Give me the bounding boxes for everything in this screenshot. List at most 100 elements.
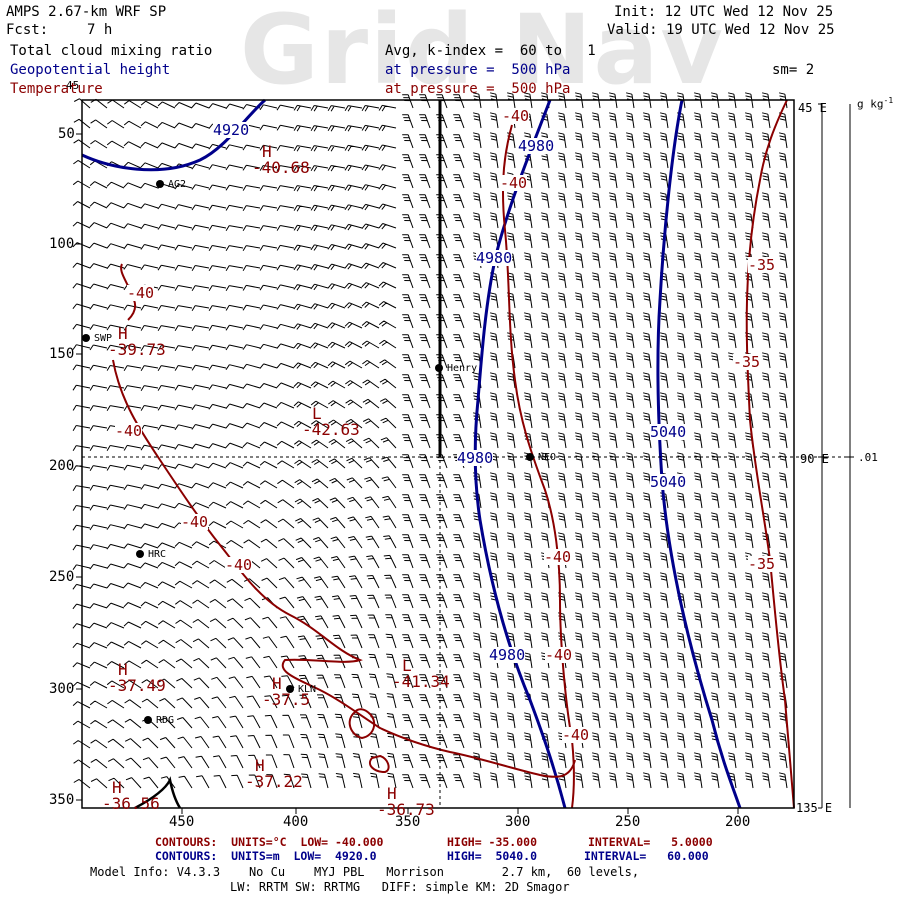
pressure-center-symbol: H xyxy=(272,674,282,693)
station-marker xyxy=(156,180,164,188)
station-label: AG2 xyxy=(168,179,187,190)
footer-model-info: Model Info: V4.3.3 No Cu MYJ PBL Morriso… xyxy=(90,865,640,879)
temperature-contour-label: -40 xyxy=(500,174,528,192)
y-tick-label: 100 xyxy=(49,236,75,252)
forecast-label: Fcst: xyxy=(6,22,49,38)
y-tick-label: 300 xyxy=(49,681,75,697)
pressure-center-symbol: L xyxy=(402,656,412,675)
pressure-center-value: -41.34 xyxy=(392,672,450,691)
init-time: Init: 12 UTC Wed 12 Nov 25 xyxy=(614,4,834,20)
valid-time: Valid: 19 UTC Wed 12 Nov 25 xyxy=(607,22,835,38)
colorbar-value: .01 xyxy=(858,451,878,464)
station-marker xyxy=(144,716,152,724)
right-label-90e: 90 E xyxy=(800,452,829,466)
station-label: SWP xyxy=(94,333,113,344)
temperature-contour-label: -35 xyxy=(748,555,776,573)
y-tick-label: 250 xyxy=(49,569,75,585)
temperature-contour-40-east xyxy=(501,124,575,809)
temperature-contour-label: -40 xyxy=(562,726,590,744)
x-tick-label: 300 xyxy=(505,814,531,830)
temperature-contour-40-west xyxy=(112,359,576,778)
right-label-135e: 135 E xyxy=(796,801,833,815)
height-contour-label: 4980 xyxy=(476,249,513,267)
y-tick-label: 200 xyxy=(49,458,75,474)
pressure-center-value: -37.22 xyxy=(245,772,303,791)
x-axis xyxy=(181,808,739,814)
temperature-contour-40-small xyxy=(348,708,376,740)
pressure-center-symbol: H xyxy=(112,778,122,797)
station-marker xyxy=(136,550,144,558)
black-contour xyxy=(134,776,182,810)
pressure-center-value: -36.56 xyxy=(102,794,160,813)
x-tick-label: 450 xyxy=(169,814,195,830)
watermark: Grid Nav xyxy=(240,0,725,106)
colorbar-unit: g kg-1 xyxy=(857,96,894,111)
station-marker xyxy=(286,685,294,693)
temperature-contour-label: -35 xyxy=(748,256,776,274)
map-frame xyxy=(81,99,795,809)
pressure-center-symbol: H xyxy=(118,324,128,343)
x-tick-label: 350 xyxy=(395,814,421,830)
height-contour-label: 4980 xyxy=(518,137,555,155)
wind-barbs xyxy=(72,92,788,789)
footer-temp-contours: CONTOURS: UNITS=°C LOW= -40.000 xyxy=(155,835,384,849)
footer-physics-info: LW: RRTM SW: RRTMG DIFF: simple KM: 2D S… xyxy=(230,880,570,894)
temperature-contour-label: -40 xyxy=(502,107,530,125)
station-label: RDG xyxy=(156,715,175,726)
height-contour-label: 5040 xyxy=(650,473,687,491)
footer-temp-interval: INTERVAL= 5.0000 xyxy=(588,835,713,849)
x-tick-label: 250 xyxy=(615,814,641,830)
model-title: AMPS 2.67-km WRF SP xyxy=(6,4,167,20)
pressure-center-symbol: H xyxy=(118,660,128,679)
x-tick-label: 400 xyxy=(283,814,309,830)
height-contour-5040 xyxy=(656,99,742,809)
pressure-center-symbol: H xyxy=(262,142,272,161)
wind-barb-field xyxy=(72,92,788,789)
station-label: HRC xyxy=(148,549,167,560)
field-cloud-label: Total cloud mixing ratio xyxy=(10,43,213,59)
field-height-info: at pressure = 500 hPa xyxy=(385,62,571,78)
height-contour-label: 4980 xyxy=(489,646,526,664)
temperature-contour-label: -40 xyxy=(127,284,155,302)
field-cloud-info: Avg, k-index = 60 to 1 xyxy=(385,43,596,59)
field-temperature-label: Temperature xyxy=(10,81,103,97)
pressure-center-value: -37.5 xyxy=(262,690,311,709)
pressure-center-value: -39.73 xyxy=(108,340,166,359)
smoothing-label: sm= 2 xyxy=(772,62,815,78)
y-tick-label: 50 xyxy=(58,126,75,142)
pressure-center-symbol: L xyxy=(312,404,322,423)
field-height-label: Geopotential height xyxy=(10,62,171,78)
height-contour-label: 5040 xyxy=(650,423,687,441)
pressure-center-value: -40.68 xyxy=(252,158,310,177)
footer-height-contours: CONTOURS: UNITS=m LOW= 4920.0 xyxy=(155,849,377,863)
temperature-contour-label: -40 xyxy=(181,513,209,531)
y-tick-label: 150 xyxy=(49,346,75,362)
pressure-center-value: -37.49 xyxy=(108,676,166,695)
pressure-center-symbol: H xyxy=(255,756,265,775)
right-label-45e: 45 E xyxy=(798,101,827,115)
footer-height-high: HIGH= 5040.0 xyxy=(447,849,538,863)
height-contour-label: 4980 xyxy=(457,449,494,467)
temperature-contour-label: -40 xyxy=(545,646,573,664)
temperature-contour-label: -35 xyxy=(733,353,761,371)
forecast-value: 7 h xyxy=(87,22,113,38)
footer-temp-high: HIGH= -35.000 xyxy=(447,835,538,849)
station-marker xyxy=(82,334,90,342)
station-label: KLN xyxy=(298,684,317,695)
x-tick-label: 200 xyxy=(725,814,751,830)
y-tick-label: 350 xyxy=(49,792,75,808)
colorbar xyxy=(846,104,854,808)
right-bracket xyxy=(818,103,826,809)
station-marker xyxy=(435,364,443,372)
y-axis-corner-label: 45 xyxy=(66,79,80,92)
station-marker xyxy=(526,453,534,461)
height-contour-label: 4920 xyxy=(213,121,250,139)
temperature-contour-35-east xyxy=(745,99,795,809)
station-label: Henry xyxy=(447,363,478,374)
pressure-center-value: -42.63 xyxy=(302,420,360,439)
y-axis xyxy=(76,133,82,801)
field-temperature-info: at pressure = 500 hPa xyxy=(385,81,571,97)
pressure-center-value: -36.73 xyxy=(377,800,435,819)
station-label: NEO xyxy=(538,452,557,463)
